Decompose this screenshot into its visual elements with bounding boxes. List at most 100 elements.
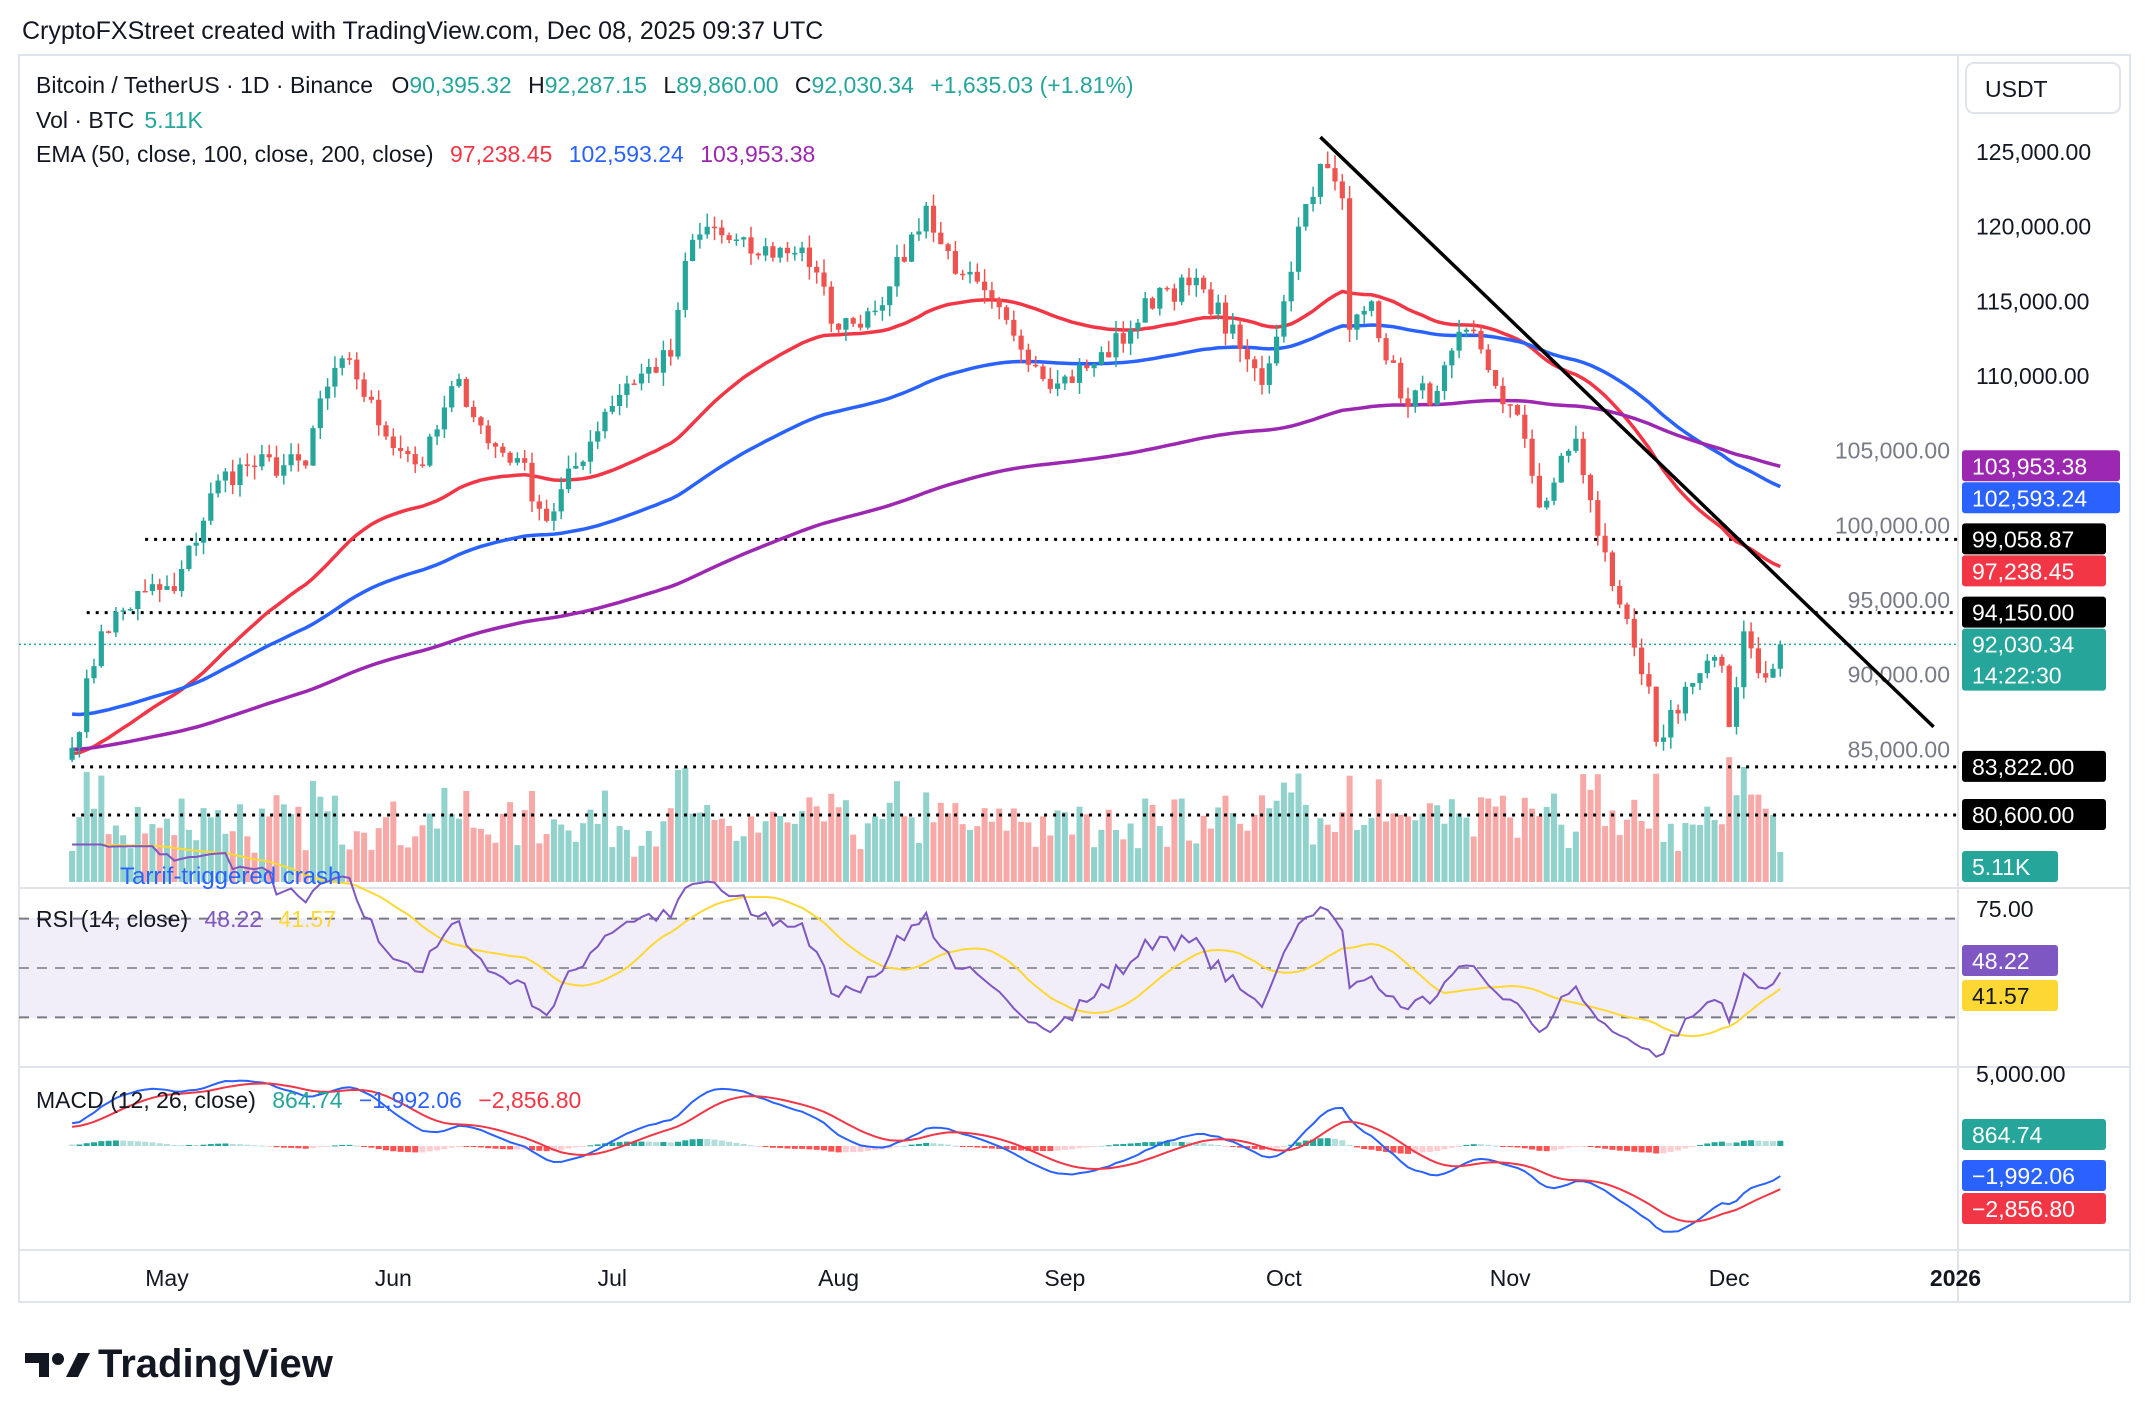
rsi-ma-value: 41.57 — [278, 906, 336, 932]
volume-bar — [1594, 774, 1601, 882]
price-label-box — [1962, 555, 2106, 587]
candle-body — [1558, 455, 1564, 483]
macd-histogram-bar — [83, 1143, 90, 1146]
candle-body — [1215, 302, 1221, 315]
volume-bar — [258, 808, 265, 882]
high-value: 92,287.15 — [545, 72, 647, 98]
candle-body — [1755, 648, 1761, 674]
volume-bar — [1565, 848, 1572, 882]
volume-bar — [682, 768, 689, 882]
volume-bar — [1200, 815, 1207, 882]
candle-body — [1361, 310, 1367, 315]
candle-body — [310, 428, 316, 466]
candle-body — [1368, 301, 1375, 311]
macd-histogram-bar — [499, 1146, 506, 1150]
volume-bar — [1456, 813, 1463, 882]
candle-body — [1244, 349, 1250, 360]
price-tick-label: 110,000.00 — [1976, 363, 2089, 389]
candle-body — [1354, 314, 1360, 330]
macd-histogram-bar — [1660, 1146, 1667, 1154]
macd-histogram-bar — [215, 1143, 222, 1146]
volume-bar — [120, 835, 127, 882]
candle-body — [1098, 352, 1104, 365]
candle-body — [164, 586, 170, 590]
volume-bar — [1193, 843, 1200, 882]
volume-bar — [1054, 810, 1061, 882]
macd-histogram-bar — [1003, 1146, 1010, 1150]
candle-body — [1274, 336, 1280, 364]
currency-button[interactable]: USDT — [1965, 62, 2121, 114]
candle-body — [339, 358, 345, 368]
macd-histogram-bar — [1587, 1146, 1594, 1147]
macd-histogram-bar — [244, 1144, 251, 1146]
volume-bar — [1770, 815, 1776, 882]
candle-body — [1142, 298, 1148, 323]
macd-histogram-bar — [1142, 1142, 1149, 1146]
trendline[interactable] — [1319, 135, 1935, 729]
macd-histogram-bar — [266, 1146, 273, 1147]
volume-bar — [616, 826, 623, 882]
volume-bar — [1558, 824, 1565, 882]
macd-histogram-bar — [200, 1144, 207, 1146]
volume-bar — [1390, 813, 1397, 882]
volume-bar — [988, 821, 995, 882]
volume-bar — [1032, 846, 1039, 882]
volume-bar — [1244, 830, 1251, 882]
macd-histogram-bar — [1054, 1146, 1061, 1151]
macd-histogram-bar — [1127, 1143, 1134, 1146]
volume-bar — [499, 813, 506, 882]
volume-bar — [1339, 812, 1346, 882]
rsi-legend: RSI (14, close) 48.22 41.57 — [36, 906, 336, 932]
volume-bar — [1120, 839, 1127, 882]
macd-legend: MACD (12, 26, close) 864.74 −1,992.06 −2… — [36, 1087, 581, 1113]
volume-bar — [171, 835, 178, 882]
candle-body — [602, 411, 608, 432]
tradingview-logo[interactable]: TradingView — [25, 1342, 334, 1386]
ema50-line — [71, 289, 1782, 756]
candle-body — [938, 232, 944, 245]
macd-histogram-bar — [317, 1146, 324, 1148]
chart-frame — [18, 54, 2131, 1303]
macd-histogram-bar — [383, 1146, 389, 1151]
volume-bar — [1653, 773, 1660, 882]
volume-bar — [543, 834, 550, 882]
symbol-name: Bitcoin / TetherUS · 1D · Binance — [36, 72, 373, 98]
volume-bar — [835, 807, 842, 882]
candle-body — [1076, 365, 1083, 383]
volume-bar — [813, 806, 820, 882]
macd-histogram-bar — [1762, 1141, 1769, 1146]
volume-bar — [1682, 822, 1689, 882]
macd-histogram-bar — [638, 1141, 645, 1146]
macd-tick-label: 5,000.00 — [1976, 1061, 2066, 1087]
macd-histogram-bar — [828, 1146, 835, 1152]
candle-body — [419, 464, 426, 466]
macd-label-box — [1962, 1160, 2106, 1191]
volume-bar — [83, 771, 90, 882]
price-label-box — [1962, 596, 2106, 628]
macd-histogram-bar — [1069, 1146, 1076, 1150]
macd-histogram-bar — [580, 1146, 587, 1147]
macd-histogram-bar — [835, 1146, 842, 1153]
candle-body — [1777, 644, 1783, 669]
volume-bar — [1156, 826, 1163, 882]
ema200-value: 103,953.38 — [700, 141, 815, 167]
volume-bar — [477, 828, 484, 882]
annotation-text[interactable]: Tarrif-triggered crash — [120, 863, 341, 890]
candle-body — [222, 471, 228, 481]
volume-bar — [740, 836, 747, 882]
candle-body — [1347, 198, 1353, 330]
candle-body — [814, 266, 820, 273]
volume-bar — [1740, 767, 1747, 882]
macd-histogram-bar — [310, 1146, 316, 1149]
volume-bar — [207, 817, 214, 882]
close-value: 92,030.34 — [812, 72, 915, 98]
macd-histogram-bar — [251, 1145, 258, 1147]
price-axis-labels: 103,953.38 102,593.24 99,058.87 97,238.45 94… — [1962, 450, 2120, 1224]
volume-bar — [339, 844, 346, 882]
candle-body — [1055, 383, 1061, 389]
macd-histogram-bar — [784, 1146, 791, 1149]
macd-histogram-bar — [1032, 1146, 1039, 1151]
candle-body — [1690, 683, 1696, 687]
macd-histogram-bar — [1105, 1145, 1112, 1147]
